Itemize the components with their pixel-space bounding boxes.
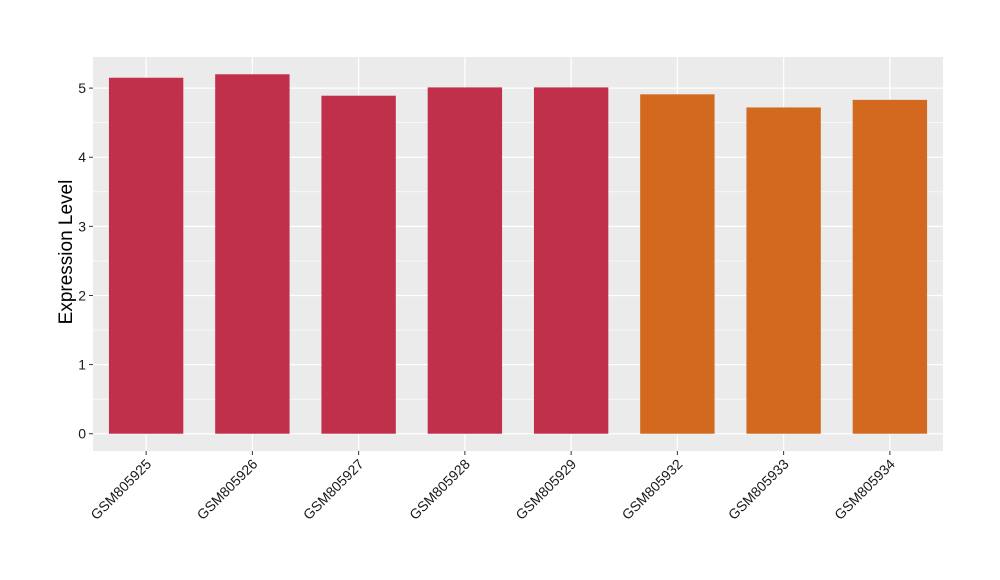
y-tick-label: 3 (78, 218, 86, 234)
bar-GSM805934 (852, 99, 928, 434)
x-tick-label: GSM805927 (300, 456, 367, 523)
x-tick-label: GSM805925 (87, 456, 154, 523)
y-tick-label: 5 (78, 80, 86, 96)
bar-GSM805925 (108, 77, 184, 434)
x-axis: GSM805925 GSM805926 GSM805927 GSM805928 GSM8… (87, 451, 898, 523)
bar-GSM805932 (640, 94, 715, 434)
x-tick-label: GSM805929 (512, 456, 579, 523)
y-tick-label: 1 (78, 357, 86, 373)
bar-GSM805926 (215, 74, 290, 434)
bar-GSM805928 (427, 87, 503, 434)
x-tick-label: GSM805934 (831, 456, 898, 523)
y-tick-label: 2 (78, 287, 86, 303)
x-tick-label: GSM805932 (619, 456, 686, 523)
x-tick-label: GSM805928 (406, 456, 473, 523)
bar-GSM805933 (746, 107, 821, 434)
y-axis: 0 1 2 3 4 5 (78, 80, 93, 442)
x-tick-label: GSM805933 (725, 456, 792, 523)
y-axis-title: Expression Level (56, 180, 77, 325)
bar-GSM805929 (533, 87, 609, 434)
bar-GSM805927 (321, 95, 396, 434)
bars (108, 74, 928, 434)
x-tick-label: GSM805926 (194, 456, 261, 523)
y-tick-label: 0 (78, 426, 86, 442)
y-tick-label: 4 (78, 149, 86, 165)
